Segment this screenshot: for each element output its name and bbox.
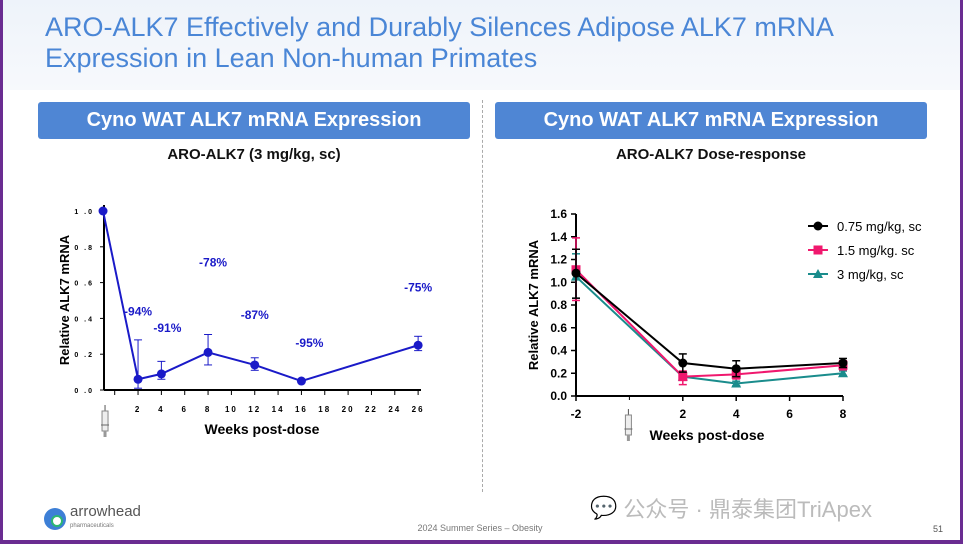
x-tick-label: 16 xyxy=(295,405,308,414)
x-tick-label: 8 xyxy=(205,405,211,414)
syringe-icon xyxy=(101,405,110,437)
data-point xyxy=(133,374,143,384)
data-point xyxy=(838,358,848,368)
data-label: -75% xyxy=(404,280,432,294)
legend-label: 1.5 mg/kg. sc xyxy=(837,243,915,258)
data-point xyxy=(678,372,688,382)
data-label: -95% xyxy=(295,336,323,350)
x-tick-label: 4 xyxy=(733,407,740,421)
y-tick-label: 0 .8 xyxy=(74,245,94,252)
y-tick-label: 0.2 xyxy=(550,366,567,380)
x-tick-label: 6 xyxy=(786,407,793,421)
left-banner: Cyno WAT ALK7 mRNA Expression xyxy=(38,102,470,139)
legend-marker xyxy=(813,269,823,278)
data-point xyxy=(203,347,213,357)
y-tick-label: 0.8 xyxy=(550,298,567,312)
y-tick-label: 0.0 xyxy=(550,389,567,403)
y-tick-label: 0 .0 xyxy=(74,388,94,395)
x-tick-label: 24 xyxy=(388,405,401,414)
data-point xyxy=(98,206,108,216)
y-tick-label: 0 .4 xyxy=(74,316,94,323)
data-point xyxy=(731,364,741,374)
page-number: 51 xyxy=(932,524,943,534)
y-tick-label: 1.2 xyxy=(550,253,567,267)
series-line xyxy=(102,210,419,383)
y-tick-label: 0 .6 xyxy=(74,281,94,288)
logo-mark-icon xyxy=(44,508,66,530)
x-axis-label: Weeks post-dose xyxy=(205,421,320,437)
footer-text: 2024 Summer Series – Obesity xyxy=(417,523,543,533)
data-point xyxy=(413,340,423,350)
series-line xyxy=(575,272,844,370)
x-tick-label: 12 xyxy=(248,405,261,414)
y-axis-label: Relative ALK7 mRNA xyxy=(57,234,72,365)
y-tick-label: 0.6 xyxy=(550,321,567,335)
data-point xyxy=(678,358,688,368)
arrowhead-logo: arrowhead pharmaceuticals xyxy=(44,504,141,533)
x-axis-label: Weeks post-dose xyxy=(650,427,765,443)
right-banner: Cyno WAT ALK7 mRNA Expression xyxy=(495,102,927,139)
y-axis-label: Relative ALK7 mRNA xyxy=(526,239,541,370)
right-subtitle: ARO-ALK7 Dose-response xyxy=(615,146,807,163)
x-tick-label: 26 xyxy=(412,405,425,414)
x-tick-label: 8 xyxy=(840,407,847,421)
x-tick-label: 2 xyxy=(135,405,141,414)
y-tick-label: 1.0 xyxy=(550,275,567,289)
title-header: ARO-ALK7 Effectively and Durably Silence… xyxy=(0,0,963,90)
x-tick-label: 6 xyxy=(181,405,187,414)
x-tick-label: 4 xyxy=(158,405,164,414)
x-tick-label: 14 xyxy=(272,405,285,414)
x-tick-label: 10 xyxy=(225,405,238,414)
wechat-icon: 💬 xyxy=(590,495,618,520)
left-subtitle: ARO-ALK7 (3 mg/kg, sc) xyxy=(167,146,341,163)
y-tick-label: 0 .2 xyxy=(74,352,94,359)
data-label: -91% xyxy=(153,321,181,335)
data-point xyxy=(156,369,166,379)
legend-label: 3 mg/kg, sc xyxy=(837,267,904,282)
data-label: -78% xyxy=(199,255,227,269)
data-point xyxy=(571,268,581,278)
legend-marker xyxy=(813,221,823,231)
legend-marker xyxy=(813,245,823,255)
x-tick-label: 2 xyxy=(679,407,686,421)
data-point xyxy=(838,368,848,378)
legend-label: 0.75 mg/kg, sc xyxy=(837,219,922,234)
x-tick-label: 20 xyxy=(342,405,355,414)
data-point xyxy=(296,376,306,386)
series-line xyxy=(575,269,844,378)
data-point xyxy=(250,360,260,370)
y-tick-label: 1.6 xyxy=(550,207,567,221)
data-label: -94% xyxy=(124,304,152,318)
x-tick-label: 22 xyxy=(365,405,378,414)
panel-divider xyxy=(482,100,483,492)
page-title: ARO-ALK7 Effectively and Durably Silence… xyxy=(45,12,833,73)
watermark: 💬 公众号 · 鼎泰集团TriApex xyxy=(590,495,872,522)
series-line xyxy=(575,275,844,385)
data-label: -87% xyxy=(241,308,269,322)
x-tick-label: -2 xyxy=(571,407,582,421)
y-tick-label: 1 .0 xyxy=(74,209,94,216)
y-tick-label: 1.4 xyxy=(550,230,567,244)
syringe-icon xyxy=(624,409,633,441)
data-point xyxy=(731,378,742,388)
x-tick-label: 18 xyxy=(318,405,331,414)
y-tick-label: 0.4 xyxy=(550,344,567,358)
